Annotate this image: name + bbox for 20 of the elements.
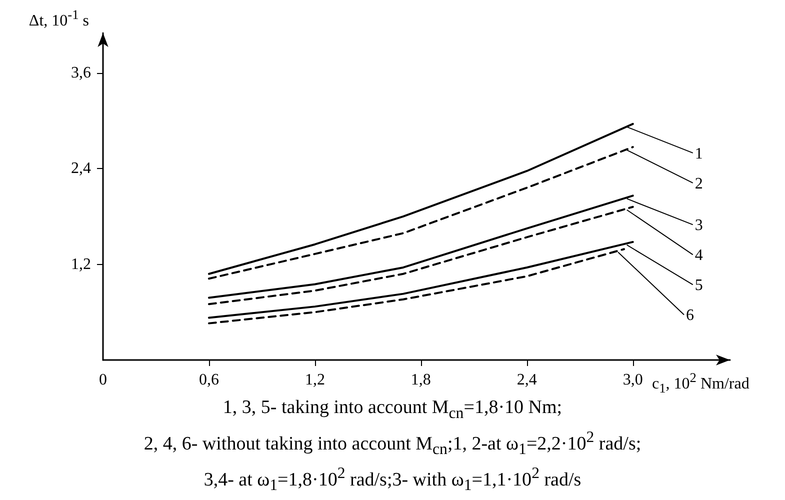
text: 1	[694, 145, 703, 162]
text: 4	[694, 247, 703, 264]
y-tick-label: 3,6	[71, 64, 91, 82]
text: 5	[694, 277, 703, 294]
x-tick-label: 2,4	[516, 372, 537, 388]
text: 2	[694, 175, 703, 192]
text: 3,4- at ω$_{1}$=1,8·10$^{2}$ rad/s;3- with ω$_{1}$=1,1·10$^{2}$ rad/s	[204, 464, 582, 494]
x-tick-label: 0,6	[198, 372, 219, 388]
y-tick-label: 1,2	[71, 256, 91, 273]
x-axis-title: c$_{1}$, 10$^{2}$ Nm/rad	[652, 370, 750, 397]
x-tick-label: 0	[99, 372, 107, 388]
y-tick-label: 2,4	[71, 160, 91, 178]
text: 3	[694, 217, 703, 234]
x-tick-label: 1,8	[410, 372, 431, 388]
x-tick-label: 3,0	[622, 372, 643, 388]
text: 6	[686, 307, 694, 324]
x-tick-label: 1,2	[304, 372, 325, 388]
text: 2, 4, 6- without taking into account M$_{cn}$;1, 2-at ω$_{1}$=2,2·10$^{2}$ rad/s;	[142, 428, 642, 460]
y-axis-title: Δt, 10$^{-1}$ s	[28, 7, 89, 30]
text: 1, 3, 5- taking into account M$_{cn}$=1,8·10 Nm;	[222, 396, 564, 424]
